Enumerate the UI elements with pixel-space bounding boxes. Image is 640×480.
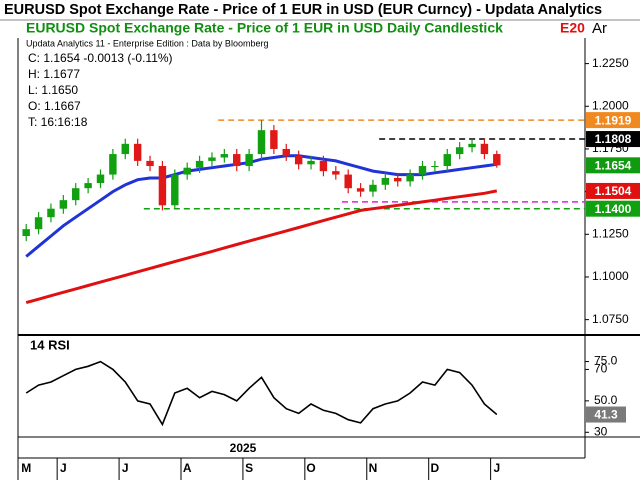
candle-body xyxy=(406,174,414,182)
candle-body xyxy=(208,157,216,161)
rsi-title: 14 RSI xyxy=(30,337,70,352)
quote-line: O: 1.1667 xyxy=(28,99,81,113)
y-tick-label: 1.1250 xyxy=(592,226,629,240)
source: Updata Analytics 11 - Enterprise Edition… xyxy=(26,38,268,48)
candle-body xyxy=(381,177,390,185)
x-tick-label: M xyxy=(21,461,31,475)
candle-body xyxy=(109,154,117,175)
x-tick-label: N xyxy=(369,461,378,475)
candle-body xyxy=(455,147,464,155)
axis-header xyxy=(585,21,640,38)
y-tick-label: 1.0750 xyxy=(592,312,629,326)
candle-body xyxy=(34,217,43,230)
x-tick-label: A xyxy=(183,461,192,475)
moving-average xyxy=(25,154,498,258)
moving-average xyxy=(25,189,498,305)
year-label: 2025 xyxy=(230,441,257,455)
y-tick-label: 1.2000 xyxy=(592,98,629,112)
price-tag-label: 1.1654 xyxy=(595,159,632,173)
price-tag xyxy=(586,200,640,217)
quote-line: T: 16:16:18 xyxy=(28,115,88,129)
y-tick-label: 1.1000 xyxy=(592,269,629,283)
x-tick-label: J xyxy=(493,461,500,475)
price-tag-label: 1.1504 xyxy=(595,184,632,198)
x-tick-label: J xyxy=(122,461,129,475)
candle-body xyxy=(84,183,92,189)
y-tick-label: 1.2250 xyxy=(592,56,629,70)
window-title: EURUSD Spot Exchange Rate - Price of 1 E… xyxy=(4,2,602,18)
candle-body xyxy=(59,200,68,209)
price-tag-label: 1.1919 xyxy=(595,113,632,127)
candle-body xyxy=(443,154,451,167)
candle-body xyxy=(22,229,30,236)
x-tick-label: S xyxy=(245,461,253,475)
axis-header-text: Ar xyxy=(592,20,607,37)
candle-body xyxy=(47,208,55,218)
quote-line: L: 1.1650 xyxy=(28,83,78,97)
quote-box: C: 1.1654 -0.0013 (-0.11%) H: 1.1677 L: 1.… xyxy=(28,51,173,129)
candle-body xyxy=(369,184,377,192)
rsi-tick-label: 30 xyxy=(594,424,608,438)
price-tag xyxy=(586,157,640,174)
rsi-line xyxy=(25,360,498,427)
candle-body xyxy=(332,171,340,175)
candle-body xyxy=(468,143,476,148)
candle-body xyxy=(233,154,241,167)
candle-body xyxy=(146,160,154,167)
candle-body xyxy=(220,154,229,158)
rsi-tick-label: 70 xyxy=(594,362,608,376)
candle-body xyxy=(480,143,489,155)
candle-body xyxy=(133,143,142,161)
candle-body xyxy=(356,188,365,192)
candle-body xyxy=(394,177,402,182)
candle-body xyxy=(96,174,105,184)
rsi-tick-label: 50.0 xyxy=(594,393,618,407)
candle-body xyxy=(282,148,290,156)
overflow-text: E20 xyxy=(560,20,585,36)
price-tag xyxy=(586,131,640,148)
candle-body xyxy=(431,166,439,168)
x-tick-label: J xyxy=(60,461,67,475)
chart-title: EURUSD Spot Exchange Rate - Price of 1 E… xyxy=(26,20,503,36)
candle-body xyxy=(270,130,278,149)
candle-body xyxy=(158,166,167,206)
candle-body xyxy=(344,174,352,189)
candle-body xyxy=(121,143,129,155)
candle-body xyxy=(319,160,328,172)
quote-line: H: 1.1677 xyxy=(28,67,80,81)
x-tick-label: D xyxy=(431,461,440,475)
price-tag-label: 1.1400 xyxy=(595,202,632,216)
candle-body xyxy=(418,166,427,175)
candle-body xyxy=(183,167,191,175)
candle-body xyxy=(195,160,204,168)
candle-body xyxy=(294,155,303,165)
candle-body xyxy=(257,130,266,155)
rsi-tick-label: 75.0 xyxy=(594,354,618,368)
candle-body xyxy=(493,154,501,166)
candle-body xyxy=(72,188,80,201)
candle-body xyxy=(307,160,315,165)
price-tag xyxy=(586,112,640,129)
price-tag-label: 1.1808 xyxy=(595,132,632,146)
price-tag xyxy=(586,182,640,199)
candle-body xyxy=(171,174,179,206)
candle-body xyxy=(245,154,253,167)
x-tick-label: O xyxy=(306,461,315,475)
rsi-tag-label: 41.3 xyxy=(594,408,618,422)
rsi-tag xyxy=(586,406,626,423)
quote-line: C: 1.1654 -0.0013 (-0.11%) xyxy=(28,51,173,65)
